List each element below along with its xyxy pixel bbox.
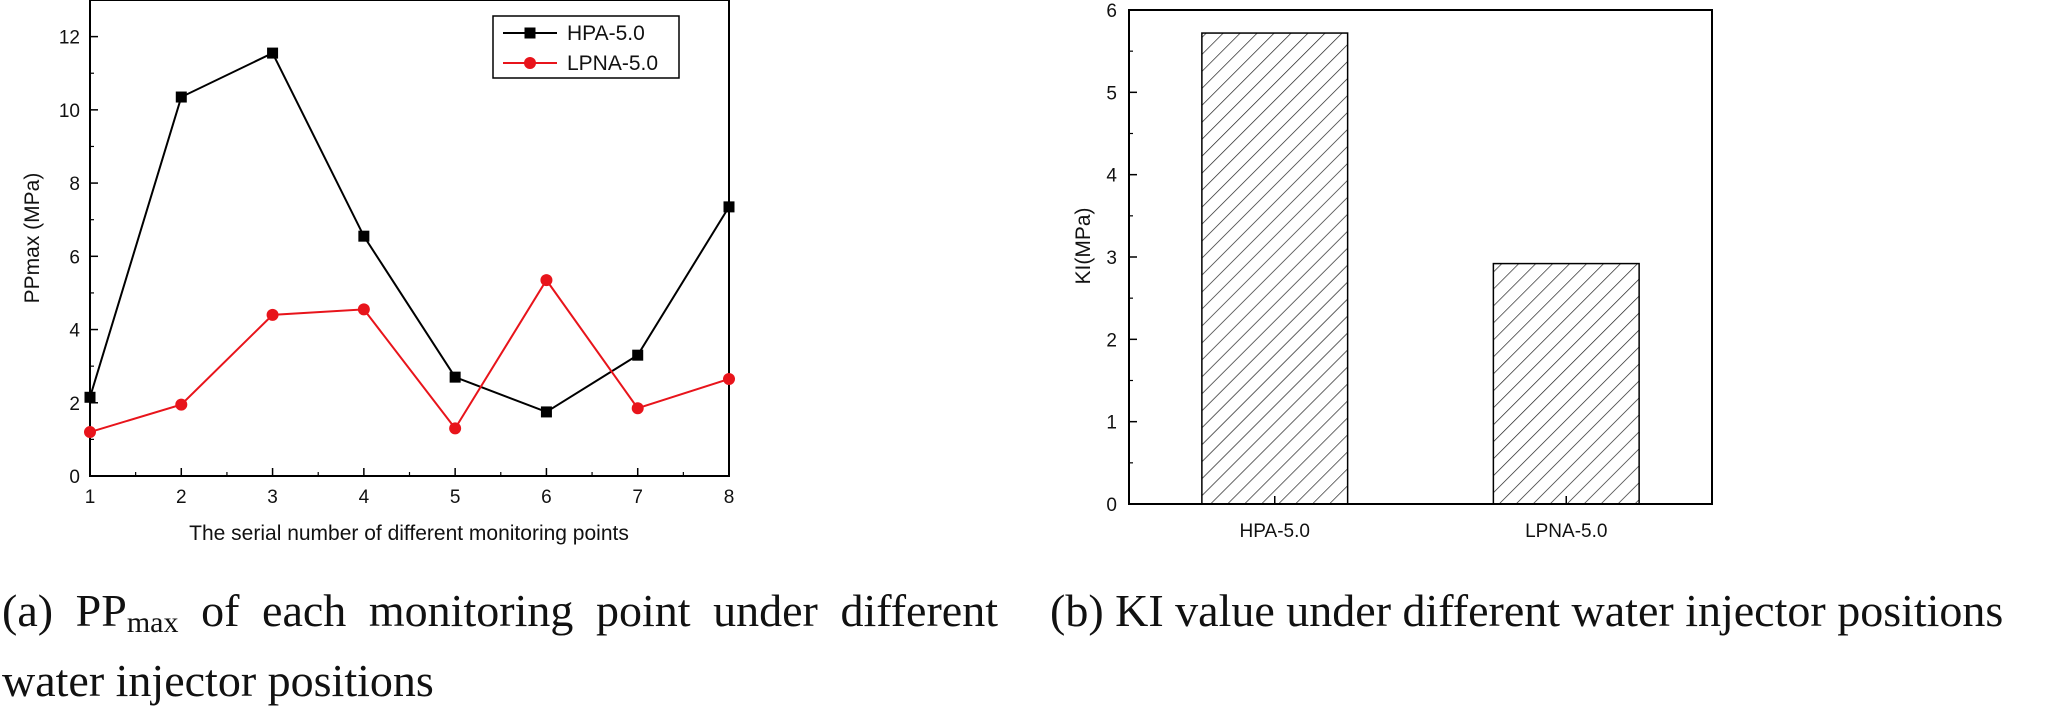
x-axis-tick-labels: HPA-5.0 LPNA-5.0 (1240, 496, 1607, 542)
data-point-lpna-5.0 (449, 422, 462, 435)
legend-label-hpa: HPA-5.0 (567, 22, 645, 45)
y-tick-label: 1 (1106, 413, 1117, 434)
x-tick-label: 5 (450, 487, 461, 508)
y-tick-label: 4 (1106, 166, 1117, 187)
plot-frame (1128, 9, 1713, 505)
series-group (84, 47, 735, 439)
x-tick-label: 3 (267, 487, 278, 508)
x-axis-label: The serial number of different monitorin… (189, 522, 629, 545)
y-tick-label: 3 (1106, 248, 1117, 269)
legend-marker-lpna (524, 57, 536, 69)
y-tick-label: 0 (1106, 495, 1117, 516)
x-tick-label: 6 (541, 487, 552, 508)
x-tick-label: 8 (724, 487, 735, 508)
y-tick-label: 2 (1106, 330, 1117, 351)
data-point-hpa-5.0 (175, 91, 187, 103)
y-axis-ticks: 0 1 2 3 4 5 6 (1106, 1, 1137, 516)
data-point-hpa-5.0 (540, 406, 552, 418)
data-point-hpa-5.0 (723, 201, 735, 213)
data-point-lpna-5.0 (266, 308, 279, 321)
y-tick-label: 6 (69, 247, 80, 268)
series-line-lpna-5.0 (89, 278, 730, 434)
y-axis-ticks: 0 2 4 6 8 10 12 (59, 28, 98, 488)
legend-label-lpna: LPNA-5.0 (567, 52, 658, 75)
y-tick-label: 12 (59, 28, 80, 49)
data-point-lpna-5.0 (84, 426, 96, 439)
x-tick-label: LPNA-5.0 (1525, 521, 1607, 542)
data-point-hpa-5.0 (358, 230, 370, 242)
bars-group (1201, 32, 1640, 505)
data-point-lpna-5.0 (540, 274, 553, 287)
y-axis-label: PPmax (MPa) (21, 173, 44, 304)
y-tick-label: 6 (1106, 1, 1117, 22)
caption-b: (b) KI value under different water injec… (1050, 585, 2004, 636)
y-tick-label: 2 (69, 394, 80, 415)
bar-chart-ki: 0 1 2 3 4 5 6 HPA-5.0 LPNA-5.0 KI(MPa) (1072, 1, 1713, 542)
caption-a-prefix: (a) PP (2, 585, 127, 636)
data-point-lpna-5.0 (357, 303, 370, 316)
data-point-hpa-5.0 (632, 349, 644, 361)
y-axis-label: KI(MPa) (1072, 207, 1095, 284)
data-point-hpa-5.0 (84, 391, 96, 403)
legend-box (492, 15, 680, 79)
x-axis-ticks: 1 2 3 4 5 6 7 8 (85, 468, 735, 508)
y-tick-label: 10 (59, 101, 80, 122)
caption-a-rest: of each monitoring point under different… (2, 585, 998, 706)
y-tick-label: 8 (69, 174, 80, 195)
caption-a-subscript: max (126, 606, 179, 639)
y-tick-label: 4 (69, 321, 80, 342)
legend-marker-hpa (524, 27, 536, 39)
bar-lpna-5.0 (1492, 262, 1640, 505)
y-tick-label: 5 (1106, 83, 1117, 104)
caption-a: (a) PPmax of each monitoring point under… (2, 576, 998, 716)
y-tick-label: 0 (69, 467, 80, 488)
data-point-hpa-5.0 (267, 47, 279, 59)
series-line-hpa-5.0 (89, 51, 730, 414)
x-tick-label: HPA-5.0 (1240, 521, 1310, 542)
data-point-lpna-5.0 (631, 402, 644, 415)
x-tick-label: 1 (85, 487, 96, 508)
x-tick-label: 4 (359, 487, 370, 508)
legend: HPA-5.0 LPNA-5.0 (492, 15, 680, 79)
data-point-lpna-5.0 (175, 398, 188, 411)
x-tick-label: 7 (632, 487, 643, 508)
data-point-lpna-5.0 (723, 372, 735, 385)
x-tick-label: 2 (176, 487, 187, 508)
data-point-hpa-5.0 (449, 371, 461, 383)
bar-hpa-5.0 (1201, 32, 1349, 505)
